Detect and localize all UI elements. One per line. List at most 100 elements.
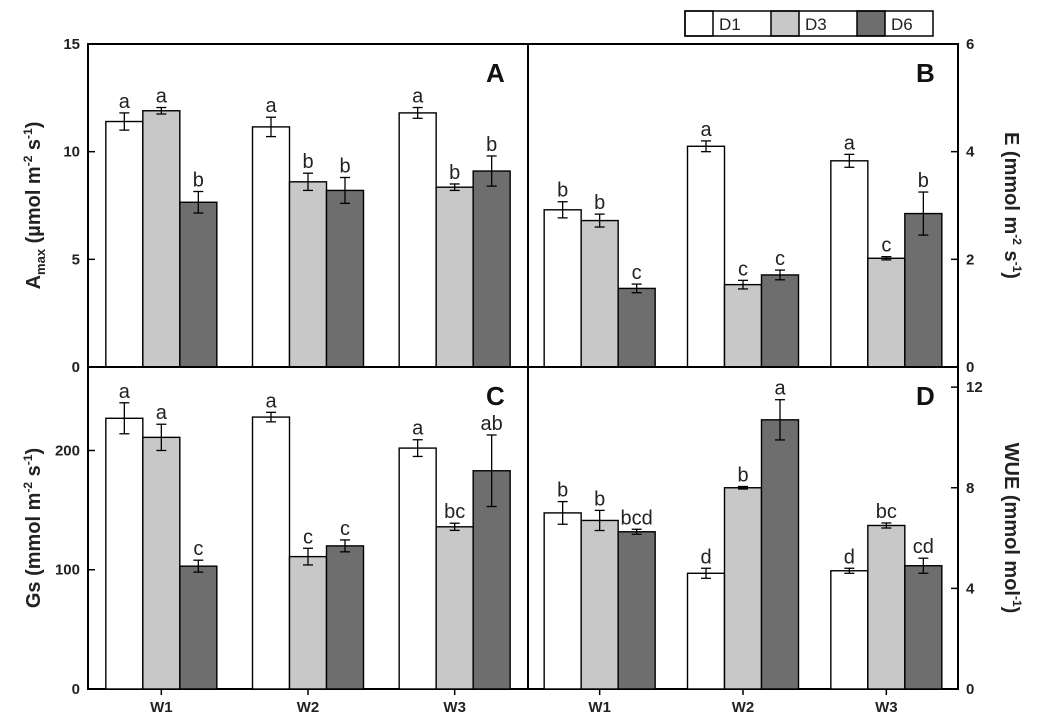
- y-tick-label: 100: [55, 562, 80, 579]
- y-axis-title-end: ): [23, 448, 45, 455]
- panel-letter: D: [916, 381, 935, 411]
- bar-d6-w1: [179, 565, 218, 690]
- panel-b: 0 2 4 6 b b c a c c a c b B E (mmol m-2 s-1): [527, 36, 1024, 376]
- y-axis-title-sup: -1: [1010, 596, 1024, 607]
- y-tick-label: 200: [55, 442, 80, 459]
- sig-label: a: [119, 381, 131, 403]
- y-axis-title-end: ): [1000, 272, 1022, 279]
- y-tick-label: 0: [72, 359, 80, 376]
- bar-d6-w3: [904, 212, 943, 368]
- bar-d1-w3: [398, 447, 437, 690]
- bar-d1-w1: [105, 417, 144, 690]
- y-axis-title-sup: -1: [21, 454, 35, 465]
- sig-label: c: [303, 526, 313, 548]
- sig-label: a: [412, 86, 424, 108]
- sig-label: c: [738, 258, 748, 280]
- y-tick-label: 2: [966, 251, 974, 268]
- panel-c: 0 100 200 W1 a a c W2 a c c W3 a bc abC Gs (mmol m-2 s-…: [21, 366, 529, 716]
- bar-d3-w1: [142, 436, 181, 690]
- bar-d1-w1: [543, 512, 582, 690]
- sig-label: a: [156, 402, 168, 424]
- y-axis-title-main: WUE (mmol mol: [1000, 443, 1022, 596]
- legend-swatch: [856, 10, 886, 37]
- y-axis-title: WUE (mmol mol-1): [1000, 443, 1024, 614]
- y-axis-title-sub: max: [33, 248, 48, 275]
- bar-d1-w2: [251, 416, 291, 690]
- bar-d6-w1: [617, 531, 656, 690]
- y-axis-title-sup: -2: [21, 155, 35, 166]
- sig-label: b: [449, 162, 460, 184]
- y-axis-title-end: ): [23, 122, 45, 129]
- sig-label: b: [557, 180, 568, 202]
- bar-d3-w3: [435, 186, 474, 368]
- sig-label: c: [775, 248, 785, 270]
- y-axis-title-main: Gs (mmol m: [23, 493, 45, 609]
- y-tick-label: 6: [966, 36, 974, 53]
- sig-label: bc: [444, 501, 465, 523]
- sig-label: b: [557, 480, 568, 502]
- bar-d3-w2: [288, 181, 328, 368]
- sig-label: c: [632, 262, 642, 284]
- bar-d3-w1: [580, 219, 619, 368]
- x-tick-label-w2: W2: [732, 699, 755, 716]
- sig-label: a: [156, 86, 168, 108]
- y-tick-label: 10: [63, 144, 80, 161]
- sig-label: b: [193, 170, 204, 192]
- bar-d1-w1: [543, 209, 582, 368]
- sig-label: b: [486, 134, 497, 156]
- y-axis-title-sup: -1: [1010, 262, 1024, 273]
- bar-d3-w3: [867, 524, 906, 690]
- y-axis-title-main: E (mmol m: [1000, 132, 1022, 234]
- legend-item-d3: D3: [770, 10, 827, 37]
- sig-label: b: [339, 156, 350, 178]
- bar-d3-w3: [435, 526, 474, 690]
- y-axis-title-mid: s: [23, 139, 45, 156]
- bar-d3-w2: [723, 283, 763, 368]
- bar-d1-w3: [830, 570, 869, 690]
- sig-label: cd: [913, 536, 934, 558]
- bar-d1-w2: [251, 126, 291, 368]
- bar-d1-w2: [686, 572, 726, 690]
- legend-swatch: [684, 10, 714, 37]
- panel-letter: A: [486, 58, 505, 88]
- sig-label: b: [918, 170, 929, 192]
- legend-frame: [684, 10, 934, 37]
- x-tick-label-w3: W3: [875, 699, 898, 716]
- bar-d3-w1: [580, 519, 619, 690]
- legend-label: D3: [805, 15, 827, 34]
- sig-label: b: [594, 192, 605, 214]
- bar-d1-w3: [830, 160, 869, 368]
- sig-label: a: [119, 91, 131, 113]
- bar-d3-w1: [142, 110, 181, 368]
- x-tick-label-w3: W3: [443, 699, 466, 716]
- x-tick-label-w1: W1: [150, 699, 173, 716]
- bar-d6-w3: [472, 170, 511, 368]
- y-tick-label: 15: [63, 36, 80, 53]
- bar-d6-w2: [325, 189, 365, 368]
- bar-d6-w2: [325, 545, 365, 690]
- legend-label: D6: [891, 15, 913, 34]
- y-tick-label: 0: [966, 359, 974, 376]
- legend-swatch: [770, 10, 800, 37]
- x-tick-label-w1: W1: [588, 699, 611, 716]
- bar-d6-w2: [760, 274, 800, 368]
- y-axis-title-end: ): [1000, 607, 1022, 614]
- sig-label: b: [594, 488, 605, 510]
- y-tick-label: 8: [966, 480, 974, 497]
- legend: D1 D3 D6: [684, 10, 934, 37]
- sig-label: bcd: [621, 507, 653, 529]
- y-tick-label: 4: [966, 580, 975, 597]
- bar-d6-w2: [760, 419, 800, 690]
- bar-d3-w3: [867, 257, 906, 368]
- sig-label: d: [844, 546, 855, 568]
- sig-label: a: [265, 95, 277, 117]
- bar-d6-w3: [904, 565, 943, 690]
- x-tick-label-w2: W2: [297, 699, 320, 716]
- sig-label: c: [881, 235, 891, 257]
- sig-label: c: [193, 538, 203, 560]
- bar-d3-w2: [288, 555, 328, 690]
- y-tick-label: 0: [72, 681, 80, 698]
- bar-d1-w3: [398, 112, 437, 368]
